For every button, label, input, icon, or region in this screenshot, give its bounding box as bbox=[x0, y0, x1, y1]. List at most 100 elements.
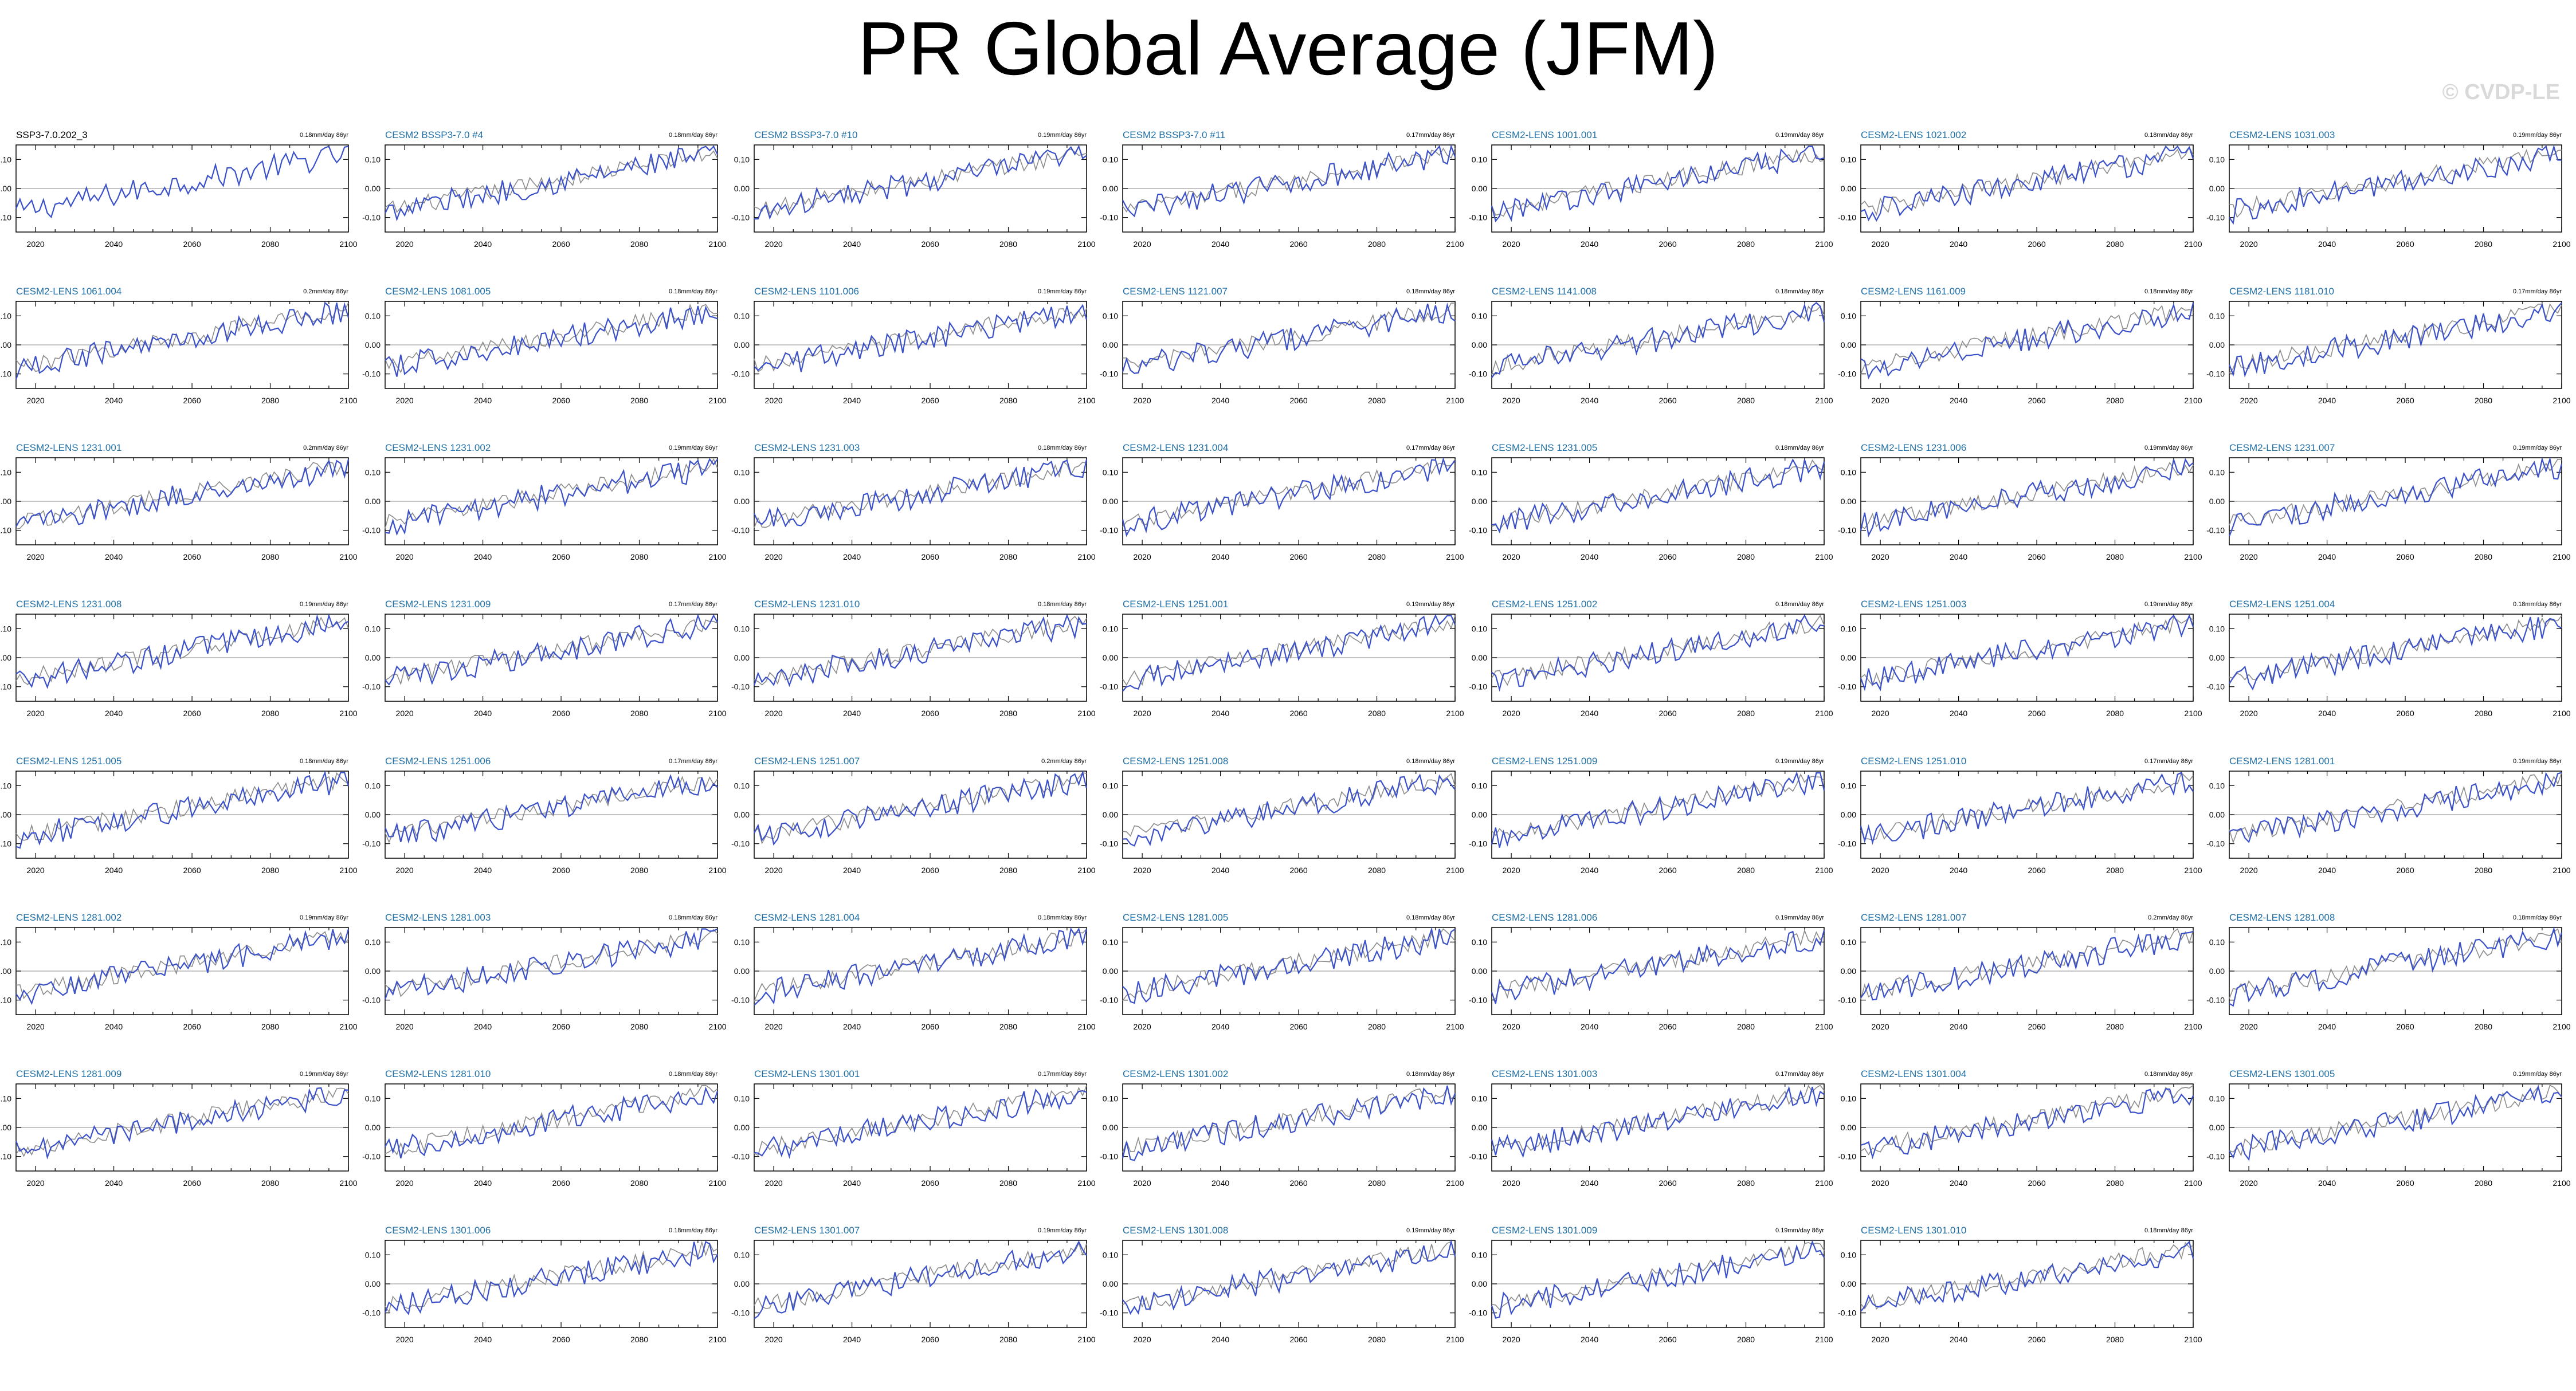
x-tick-label: 2080 bbox=[261, 552, 279, 561]
x-tick-label: 2060 bbox=[2028, 1335, 2045, 1344]
chart-panel: CESM2-LENS 1281.001 0.19mm/day 86yr 0.10 0.… bbox=[2206, 756, 2571, 875]
y-tick-label: 0.00 bbox=[1103, 497, 1118, 506]
member-series-line bbox=[1860, 930, 2194, 1001]
obs-series-line bbox=[1122, 1086, 1456, 1155]
obs-series-line bbox=[15, 616, 349, 686]
y-tick-label: 0.10 bbox=[1841, 1094, 1856, 1103]
trend-rate-label: 0.19mm/day 86yr bbox=[2513, 445, 2562, 451]
y-tick-label: 0.00 bbox=[2209, 966, 2225, 976]
x-tick-label: 2080 bbox=[2475, 1178, 2492, 1188]
y-tick-label: 0.00 bbox=[1472, 653, 1487, 662]
panel-title: CESM2-LENS 1101.006 bbox=[754, 286, 859, 297]
x-tick-label: 2040 bbox=[474, 1335, 492, 1344]
member-series-line bbox=[1491, 146, 1825, 223]
panel-title: CESM2-LENS 1231.004 bbox=[1123, 442, 1228, 453]
x-tick-label: 2040 bbox=[1211, 396, 1229, 405]
y-tick-label: -0.10 bbox=[1838, 370, 1856, 379]
trend-rate-label: 0.18mm/day 86yr bbox=[669, 914, 717, 921]
trend-rate-label: 0.18mm/day 86yr bbox=[1038, 601, 1087, 608]
x-tick-label: 2100 bbox=[2553, 552, 2570, 561]
y-tick-label: 0.10 bbox=[365, 1094, 381, 1103]
x-tick-label: 2040 bbox=[2318, 239, 2336, 249]
member-series-line bbox=[384, 773, 718, 844]
panel-title: CESM2-LENS 1281.010 bbox=[385, 1068, 491, 1079]
chart-panel: CESM2-LENS 1251.008 0.18mm/day 86yr 0.10 0.… bbox=[1100, 756, 1464, 875]
trend-rate-label: 0.18mm/day 86yr bbox=[1406, 1071, 1455, 1078]
member-series-line bbox=[754, 459, 1088, 528]
x-tick-label: 2060 bbox=[552, 396, 570, 405]
y-tick-label: -0.10 bbox=[1100, 213, 1118, 222]
x-tick-label: 2100 bbox=[1815, 1335, 1833, 1344]
x-tick-label: 2020 bbox=[27, 239, 45, 249]
trend-rate-label: 0.19mm/day 86yr bbox=[2513, 132, 2562, 139]
chart-panel: CESM2-LENS 1251.009 0.19mm/day 86yr 0.10 0.… bbox=[1469, 756, 1833, 875]
chart-panel: CESM2-LENS 1281.004 0.18mm/day 86yr 0.10 0.… bbox=[731, 912, 1096, 1031]
y-tick-label: -0.10 bbox=[2206, 1152, 2225, 1161]
trend-rate-label: 0.17mm/day 86yr bbox=[1406, 445, 1455, 451]
x-tick-label: 2080 bbox=[261, 709, 279, 718]
y-tick-label: -0.10 bbox=[1838, 526, 1856, 535]
panel-title: CESM2-LENS 1141.008 bbox=[1492, 286, 1597, 297]
y-tick-label: 0.10 bbox=[365, 1250, 381, 1259]
y-tick-label: 0.00 bbox=[365, 340, 381, 349]
x-tick-label: 2100 bbox=[1446, 552, 1464, 561]
x-tick-label: 2080 bbox=[999, 396, 1017, 405]
x-tick-label: 2020 bbox=[396, 396, 414, 405]
y-tick-label: 0.00 bbox=[1103, 1123, 1118, 1132]
chart-panel: CESM2-LENS 1231.001 0.2mm/day 86yr 0.10 0.0… bbox=[0, 442, 358, 561]
x-tick-label: 2020 bbox=[396, 866, 414, 875]
y-tick-label: 0.00 bbox=[365, 184, 381, 193]
x-tick-label: 2080 bbox=[2475, 1022, 2492, 1031]
x-tick-label: 2100 bbox=[708, 1022, 726, 1031]
chart-panel: CESM2-LENS 1081.005 0.18mm/day 86yr 0.10 0.… bbox=[362, 286, 727, 405]
x-tick-label: 2080 bbox=[261, 396, 279, 405]
y-tick-label: 0.00 bbox=[2209, 810, 2225, 819]
trend-rate-label: 0.18mm/day 86yr bbox=[2513, 601, 2562, 608]
y-tick-label: 0.00 bbox=[1103, 184, 1118, 193]
y-tick-label: -0.10 bbox=[731, 1309, 750, 1318]
x-tick-label: 2020 bbox=[1134, 1178, 1151, 1188]
y-tick-label: 0.00 bbox=[1472, 966, 1487, 976]
x-tick-label: 2060 bbox=[183, 709, 201, 718]
y-tick-label: 0.10 bbox=[2209, 155, 2225, 164]
y-tick-label: -0.10 bbox=[362, 370, 381, 379]
x-tick-label: 2080 bbox=[2106, 866, 2124, 875]
x-tick-label: 2040 bbox=[474, 552, 492, 561]
y-tick-label: 0.10 bbox=[1472, 155, 1487, 164]
x-tick-label: 2060 bbox=[2028, 396, 2045, 405]
x-tick-label: 2060 bbox=[1658, 239, 1676, 249]
member-series-line bbox=[754, 770, 1088, 846]
x-tick-label: 2020 bbox=[1503, 552, 1520, 561]
x-tick-label: 2040 bbox=[474, 1022, 492, 1031]
y-tick-label: 0.10 bbox=[1841, 1250, 1856, 1259]
y-tick-label: -0.10 bbox=[362, 1152, 381, 1161]
y-tick-label: 0.10 bbox=[734, 311, 750, 320]
x-tick-label: 2060 bbox=[2028, 1178, 2045, 1188]
trend-rate-label: 0.2mm/day 86yr bbox=[303, 445, 348, 451]
panel-title: CESM2-LENS 1121.007 bbox=[1123, 286, 1228, 297]
x-tick-label: 2040 bbox=[105, 1178, 123, 1188]
trend-rate-label: 0.19mm/day 86yr bbox=[1406, 1227, 1455, 1234]
x-tick-label: 2080 bbox=[1368, 396, 1386, 405]
panel-title: CESM2-LENS 1281.009 bbox=[16, 1068, 121, 1079]
x-tick-label: 2080 bbox=[999, 239, 1017, 249]
trend-rate-label: 0.18mm/day 86yr bbox=[2144, 1071, 2193, 1078]
chart-panel: CESM2-LENS 1021.002 0.18mm/day 86yr 0.10 0.… bbox=[1838, 129, 2202, 249]
member-series-line bbox=[1122, 614, 1456, 692]
chart-panel: CESM2-LENS 1281.006 0.19mm/day 86yr 0.10 0.… bbox=[1469, 912, 1833, 1031]
y-tick-label: 0.10 bbox=[1841, 467, 1856, 477]
y-tick-label: 0.10 bbox=[0, 781, 11, 790]
y-tick-label: 0.00 bbox=[2209, 497, 2225, 506]
y-tick-label: 0.10 bbox=[1103, 624, 1118, 633]
x-tick-label: 2100 bbox=[708, 1178, 726, 1188]
x-tick-label: 2040 bbox=[843, 1022, 861, 1031]
chart-panel: CESM2-LENS 1251.005 0.18mm/day 86yr 0.10 0.… bbox=[0, 756, 358, 875]
obs-series-line bbox=[385, 929, 718, 997]
obs-series-line bbox=[15, 461, 349, 530]
y-tick-label: -0.10 bbox=[2206, 682, 2225, 691]
y-tick-label: 0.00 bbox=[2209, 184, 2225, 193]
x-tick-label: 2020 bbox=[27, 1022, 45, 1031]
y-tick-label: -0.10 bbox=[1469, 1309, 1487, 1318]
y-tick-label: 0.00 bbox=[1841, 497, 1856, 506]
x-tick-label: 2040 bbox=[1950, 239, 1967, 249]
